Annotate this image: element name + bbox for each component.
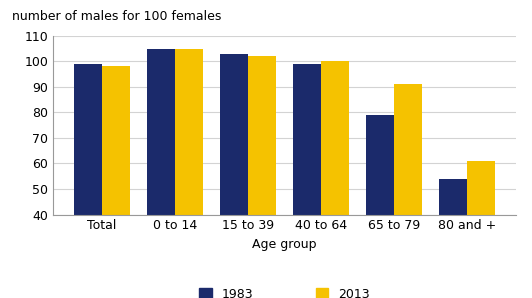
Bar: [248, 56, 276, 298]
Bar: [321, 61, 349, 298]
Bar: [175, 49, 203, 298]
Text: number of males for 100 females: number of males for 100 females: [12, 10, 221, 23]
Bar: [220, 54, 248, 298]
Legend: 1983, 2013: 1983, 2013: [200, 288, 370, 298]
X-axis label: Age group: Age group: [252, 238, 317, 251]
Bar: [467, 161, 495, 298]
Bar: [293, 64, 321, 298]
Bar: [439, 179, 467, 298]
Bar: [394, 84, 422, 298]
Bar: [102, 66, 130, 298]
Bar: [367, 115, 394, 298]
Bar: [74, 64, 102, 298]
Bar: [147, 49, 175, 298]
